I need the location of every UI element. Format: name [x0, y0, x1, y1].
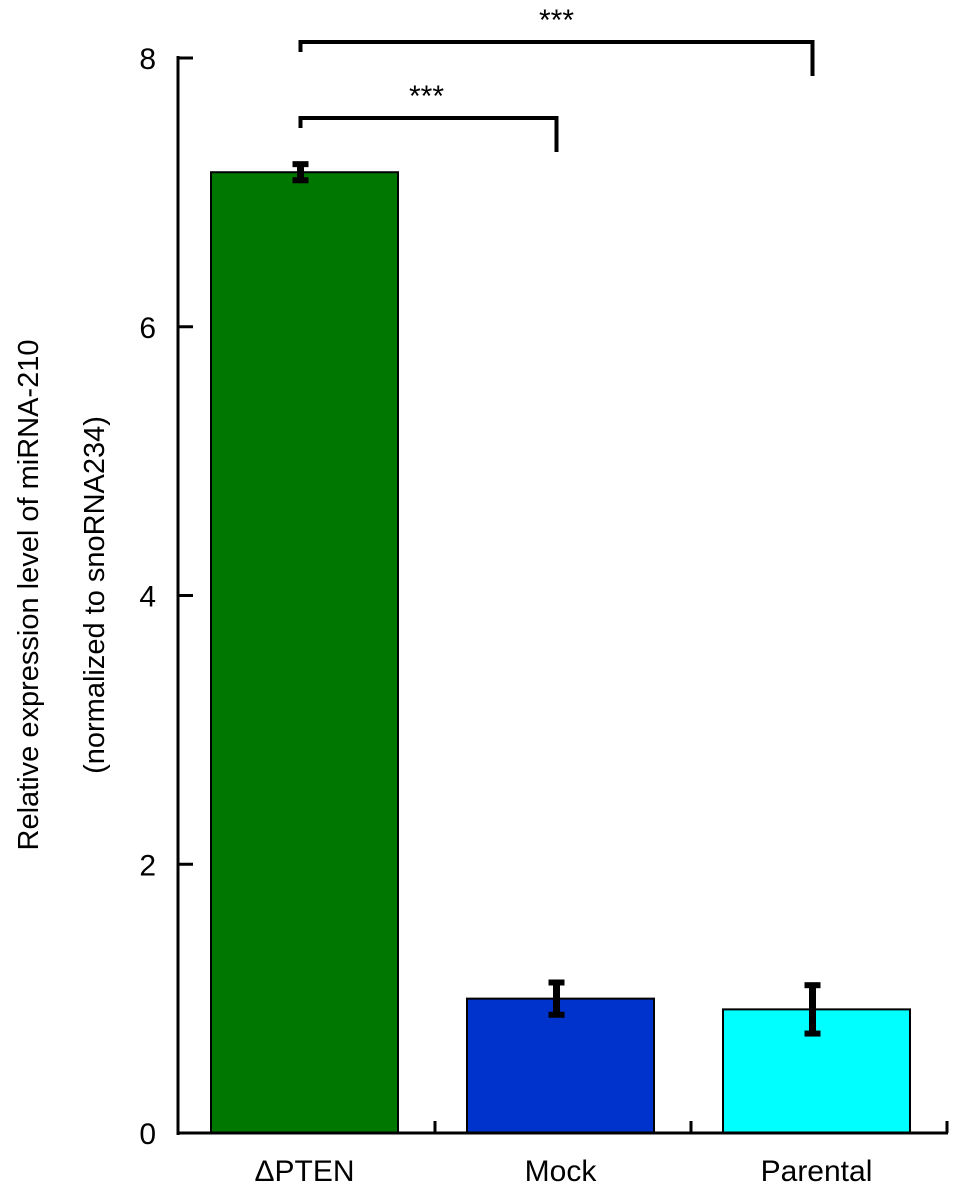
y-axis-title-line-1: Relative expression level of miRNA-210 [13, 340, 45, 851]
significance-label-0: *** [409, 80, 444, 113]
y-tick-label-3: 6 [139, 312, 156, 345]
significance-bracket-0 [298, 116, 559, 152]
y-tick-label-4: 8 [139, 43, 156, 76]
x-label-2: Parental [761, 1155, 873, 1188]
x-labels-group: ΔPTEN Mock Parental [254, 1155, 872, 1188]
bar-2 [722, 1008, 911, 1134]
y-axis-title-line-2: (normalized to snoRNA234) [79, 416, 111, 774]
bars-group [210, 171, 911, 1134]
y-tick-label-0: 0 [139, 1118, 156, 1151]
significance-label-1: *** [539, 4, 574, 37]
y-ticks-group: 0 2 4 6 8 [139, 43, 193, 1151]
y-axis-title: Relative expression level of miRNA-210 (… [13, 340, 111, 851]
significance-group: *** *** [298, 4, 815, 152]
x-label-0: ΔPTEN [254, 1155, 354, 1188]
significance-bracket-1 [298, 40, 815, 76]
x-label-1: Mock [525, 1155, 598, 1188]
y-tick-label-1: 2 [139, 849, 156, 882]
error-bars-group [292, 161, 821, 1037]
bar-1 [466, 997, 655, 1134]
y-tick-label-2: 4 [139, 581, 156, 614]
bar-0 [210, 171, 399, 1134]
